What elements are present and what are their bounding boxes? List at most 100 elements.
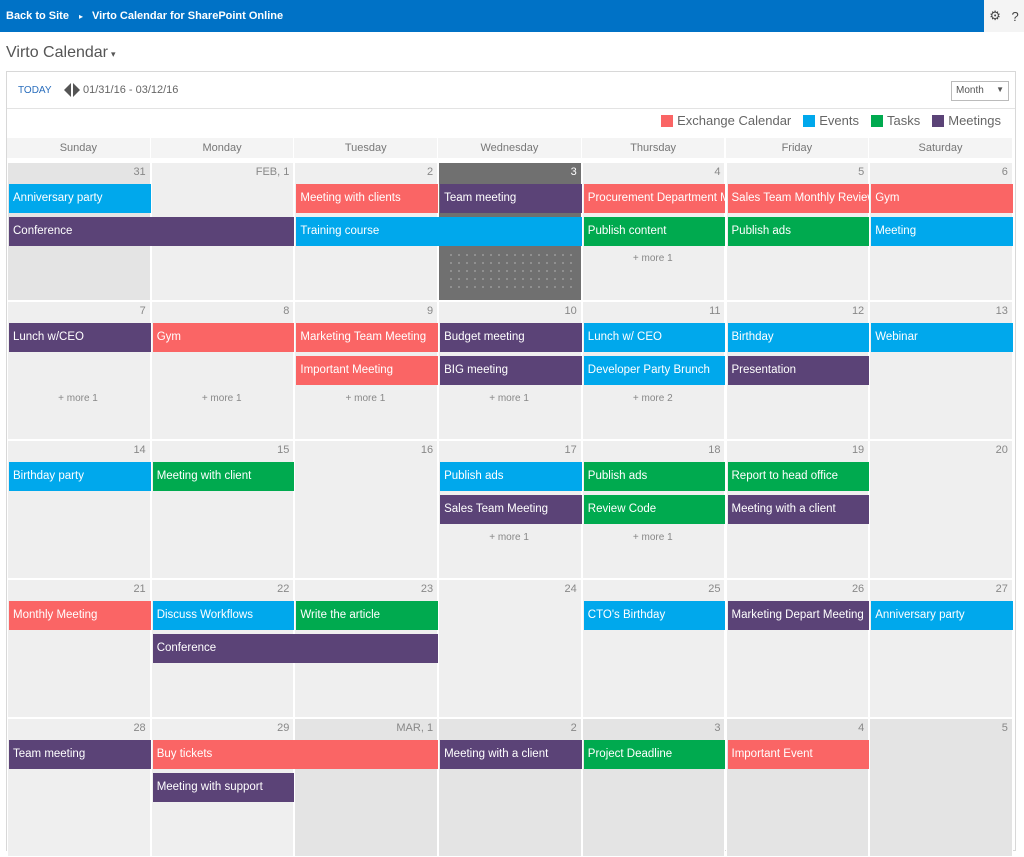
more-events-link[interactable]: + more 1 (632, 253, 673, 264)
day-number: 4 (858, 722, 865, 734)
event-events[interactable]: Training course (296, 217, 582, 246)
day-number: 31 (133, 166, 146, 178)
top-right-tools: ⚙ ? (984, 0, 1024, 32)
day-cell[interactable]: 8 (150, 301, 295, 440)
event-events[interactable]: Publish ads (440, 462, 582, 491)
event-meetings[interactable]: Meeting with a client (727, 495, 870, 524)
event-meetings[interactable]: Meeting with support (152, 773, 295, 802)
app-title[interactable]: Virto Calendar for SharePoint Online (91, 10, 284, 22)
more-events-link[interactable]: + more 1 (489, 532, 529, 543)
day-cell[interactable]: 15 (150, 440, 295, 579)
day-number: 28 (133, 722, 146, 734)
day-number: 7 (139, 305, 146, 317)
event-exchange[interactable]: Gym (152, 323, 295, 352)
event-events[interactable]: Lunch w/ CEO (583, 323, 726, 352)
event-exchange[interactable]: Important Meeting (296, 356, 439, 385)
event-meetings[interactable]: Lunch w/CEO (9, 323, 151, 352)
event-meetings[interactable]: Team meeting (440, 184, 582, 213)
day-number: 22 (277, 583, 290, 595)
settings-gear-icon[interactable]: ⚙ (989, 8, 1001, 23)
calendar-title-dropdown[interactable]: Virto Calendar ▾ (6, 44, 116, 62)
event-events[interactable]: Anniversary party (9, 184, 151, 213)
event-meetings[interactable]: BIG meeting (440, 356, 582, 385)
calendar-toolbar: TODAY 01/31/16 - 03/12/16 Month ▼ (7, 72, 1015, 109)
event-meetings[interactable]: Sales Team Meeting (440, 495, 582, 524)
event-exchange[interactable]: Monthly Meeting (9, 601, 151, 630)
event-exchange[interactable]: Procurement Department Meeting (583, 184, 726, 213)
day-number: 5 (858, 166, 865, 178)
back-to-site-link[interactable]: Back to Site (6, 10, 69, 22)
event-tasks[interactable]: Publish ads (583, 462, 726, 491)
day-header-monday: Monday (150, 138, 294, 158)
more-events-link[interactable]: + more 1 (201, 393, 242, 404)
event-events[interactable]: Anniversary party (871, 601, 1013, 630)
event-events[interactable]: Discuss Workflows (152, 601, 295, 630)
event-events[interactable]: Meeting (871, 217, 1013, 246)
day-cell[interactable]: MAR, 1 (294, 718, 439, 857)
day-number: 23 (420, 583, 434, 595)
day-number: 29 (277, 722, 290, 734)
event-exchange[interactable]: Gym (871, 184, 1013, 213)
more-events-link[interactable]: + more 1 (345, 393, 386, 404)
day-cell[interactable]: 5 (869, 718, 1013, 857)
help-icon[interactable]: ? (1011, 8, 1019, 24)
legend-item[interactable]: Meetings (932, 113, 1001, 128)
event-meetings[interactable]: Conference (9, 217, 295, 246)
day-cell[interactable]: 27 (869, 579, 1013, 718)
view-select[interactable]: Month ▼ (951, 81, 1009, 101)
event-tasks[interactable]: Write the article (296, 601, 439, 630)
prev-arrow-icon[interactable] (64, 83, 71, 97)
day-cell[interactable]: 21 (7, 579, 151, 718)
day-cell[interactable]: 20 (869, 440, 1013, 579)
event-meetings[interactable]: Budget meeting (440, 323, 582, 352)
legend-label: Exchange Calendar (677, 113, 792, 128)
event-events[interactable]: CTO's Birthday (583, 601, 726, 630)
date-range: 01/31/16 - 03/12/16 (83, 84, 179, 96)
event-tasks[interactable]: Publish content (583, 217, 726, 246)
event-exchange[interactable]: Buy tickets (152, 740, 439, 769)
day-cell[interactable]: 7 (7, 301, 151, 440)
event-meetings[interactable]: Marketing Depart Meeting (727, 601, 870, 630)
today-button[interactable]: TODAY (18, 85, 52, 96)
event-tasks[interactable]: Publish ads (727, 217, 870, 246)
more-events-link[interactable]: + more 1 (489, 393, 529, 404)
day-header-saturday: Saturday (869, 138, 1012, 158)
day-cell[interactable]: 3 (581, 718, 726, 857)
event-exchange[interactable]: Meeting with clients (296, 184, 439, 213)
event-tasks[interactable]: Project Deadline (583, 740, 726, 769)
day-cell[interactable]: 25 (581, 579, 726, 718)
event-exchange[interactable]: Sales Team Monthly Review (727, 184, 870, 213)
day-header-friday: Friday (725, 138, 869, 158)
event-meetings[interactable]: Presentation (727, 356, 870, 385)
day-number: 19 (851, 444, 865, 456)
event-exchange[interactable]: Marketing Team Meeting (296, 323, 439, 352)
event-meetings[interactable]: Team meeting (9, 740, 151, 769)
event-tasks[interactable]: Meeting with client (152, 462, 295, 491)
more-events-link[interactable]: + more 1 (58, 393, 98, 404)
day-cell[interactable]: 26 (725, 579, 870, 718)
day-cell[interactable]: 16 (294, 440, 439, 579)
event-events[interactable]: Birthday (727, 323, 870, 352)
next-arrow-icon[interactable] (73, 83, 80, 97)
legend-item[interactable]: Tasks (871, 113, 920, 128)
event-events[interactable]: Birthday party (9, 462, 151, 491)
event-exchange[interactable]: Important Event (727, 740, 870, 769)
event-tasks[interactable]: Review Code (583, 495, 726, 524)
event-events[interactable]: Webinar (871, 323, 1013, 352)
legend-item[interactable]: Exchange Calendar (661, 113, 791, 128)
day-cell[interactable]: 24 (438, 579, 582, 718)
day-number: 11 (709, 305, 721, 317)
day-cell[interactable]: 28 (7, 718, 151, 857)
day-cell[interactable]: 13 (869, 301, 1013, 440)
event-events[interactable]: Developer Party Brunch (583, 356, 726, 385)
event-tasks[interactable]: Report to head office (727, 462, 870, 491)
event-meetings[interactable]: Meeting with a client (440, 740, 582, 769)
event-meetings[interactable]: Conference (152, 634, 439, 663)
more-events-link[interactable]: + more 2 (632, 393, 673, 404)
day-cell[interactable]: 4 (725, 718, 870, 857)
day-cell[interactable]: 2 (438, 718, 582, 857)
day-number: 18 (708, 444, 721, 456)
day-cell[interactable]: 14 (7, 440, 151, 579)
more-events-link[interactable]: + more 1 (632, 532, 673, 543)
legend-item[interactable]: Events (803, 113, 859, 128)
